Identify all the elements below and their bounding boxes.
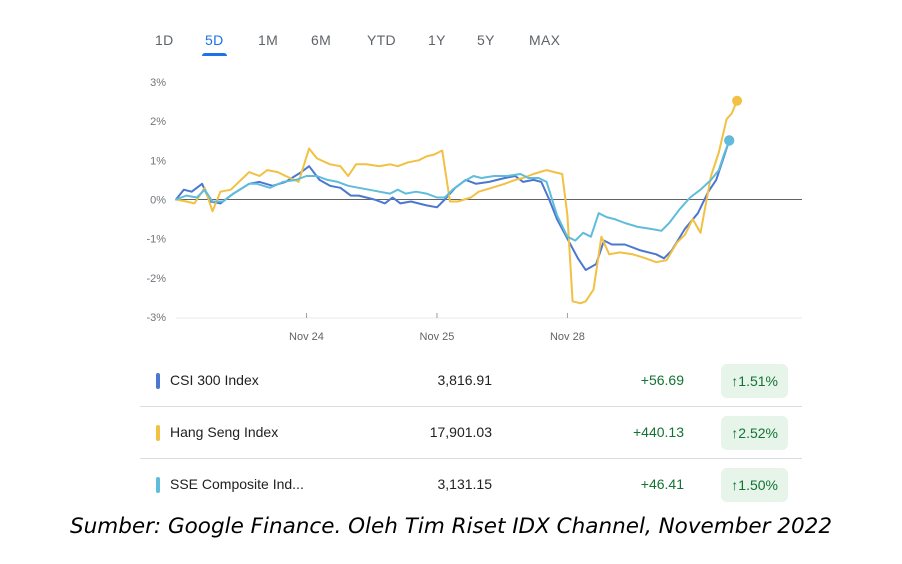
- index-change: +56.69: [640, 372, 684, 388]
- source-caption: Sumber: Google Finance. Oleh Tim Riset I…: [69, 514, 832, 539]
- tab-1d[interactable]: 1D: [155, 32, 174, 48]
- index-name: CSI 300 Index: [170, 372, 259, 388]
- arrow-up-icon: ↑: [731, 477, 739, 493]
- series-color-swatch: [156, 477, 160, 493]
- series-line-2: [175, 99, 738, 305]
- index-change: +46.41: [640, 476, 684, 492]
- index-price: 3,816.91: [437, 372, 493, 388]
- x-tick-label: Nov 24: [289, 331, 324, 343]
- tab-ytd[interactable]: YTD: [367, 32, 396, 48]
- x-tick-label: Nov 25: [420, 331, 455, 343]
- series-line-1: [175, 139, 731, 271]
- y-tick-label: 0%: [150, 195, 166, 207]
- index-price: 17,901.03: [429, 424, 492, 440]
- y-tick-label: -1%: [146, 234, 166, 246]
- percent-badge: ↑1.50%: [721, 468, 788, 502]
- tab-6m[interactable]: 6M: [311, 32, 332, 48]
- x-tick-label: Nov 28: [550, 331, 585, 343]
- y-tick-label: 3%: [150, 77, 166, 89]
- table-row[interactable]: CSI 300 Index 3,816.91 +56.69 ↑1.51%: [140, 355, 802, 407]
- percent-badge: ↑1.51%: [721, 364, 788, 398]
- arrow-up-icon: ↑: [731, 425, 739, 441]
- tab-5y[interactable]: 5Y: [477, 32, 495, 48]
- index-name: SSE Composite Ind...: [170, 476, 304, 492]
- percent-value: 1.51%: [738, 373, 778, 389]
- index-price: 3,131.15: [437, 476, 493, 492]
- table-row[interactable]: Hang Seng Index 17,901.03 +440.13 ↑2.52%: [140, 407, 802, 459]
- series-color-swatch: [156, 373, 160, 389]
- tab-5d[interactable]: 5D: [202, 32, 226, 56]
- y-tick-label: -3%: [146, 312, 166, 324]
- tab-1y[interactable]: 1Y: [428, 32, 446, 48]
- arrow-up-icon: ↑: [731, 373, 739, 389]
- percent-badge: ↑2.52%: [721, 416, 788, 450]
- y-tick-label: 2%: [150, 116, 166, 128]
- y-tick-label: 1%: [150, 155, 166, 167]
- index-name: Hang Seng Index: [170, 424, 279, 440]
- series-line-3: [175, 139, 731, 242]
- line-chart: 3% 2% 1% 0% -1% -2% -3% Nov 24 Nov 25 Nov 28: [146, 77, 802, 343]
- index-change: +440.13: [633, 424, 684, 440]
- index-table: CSI 300 Index 3,816.91 +56.69 ↑1.51% Han…: [140, 355, 802, 510]
- series-end-marker-3: [724, 135, 735, 146]
- tab-max[interactable]: MAX: [529, 32, 561, 48]
- range-tabs: 1D 5D 1M 6M YTD 1Y 5Y MAX: [140, 26, 600, 56]
- series-color-swatch: [156, 425, 160, 441]
- series-end-marker-2: [732, 95, 743, 106]
- percent-value: 2.52%: [738, 425, 778, 441]
- y-tick-label: -2%: [146, 273, 166, 285]
- tab-1m[interactable]: 1M: [258, 32, 279, 48]
- table-row[interactable]: SSE Composite Ind... 3,131.15 +46.41 ↑1.…: [140, 459, 802, 510]
- percent-value: 1.50%: [738, 477, 778, 493]
